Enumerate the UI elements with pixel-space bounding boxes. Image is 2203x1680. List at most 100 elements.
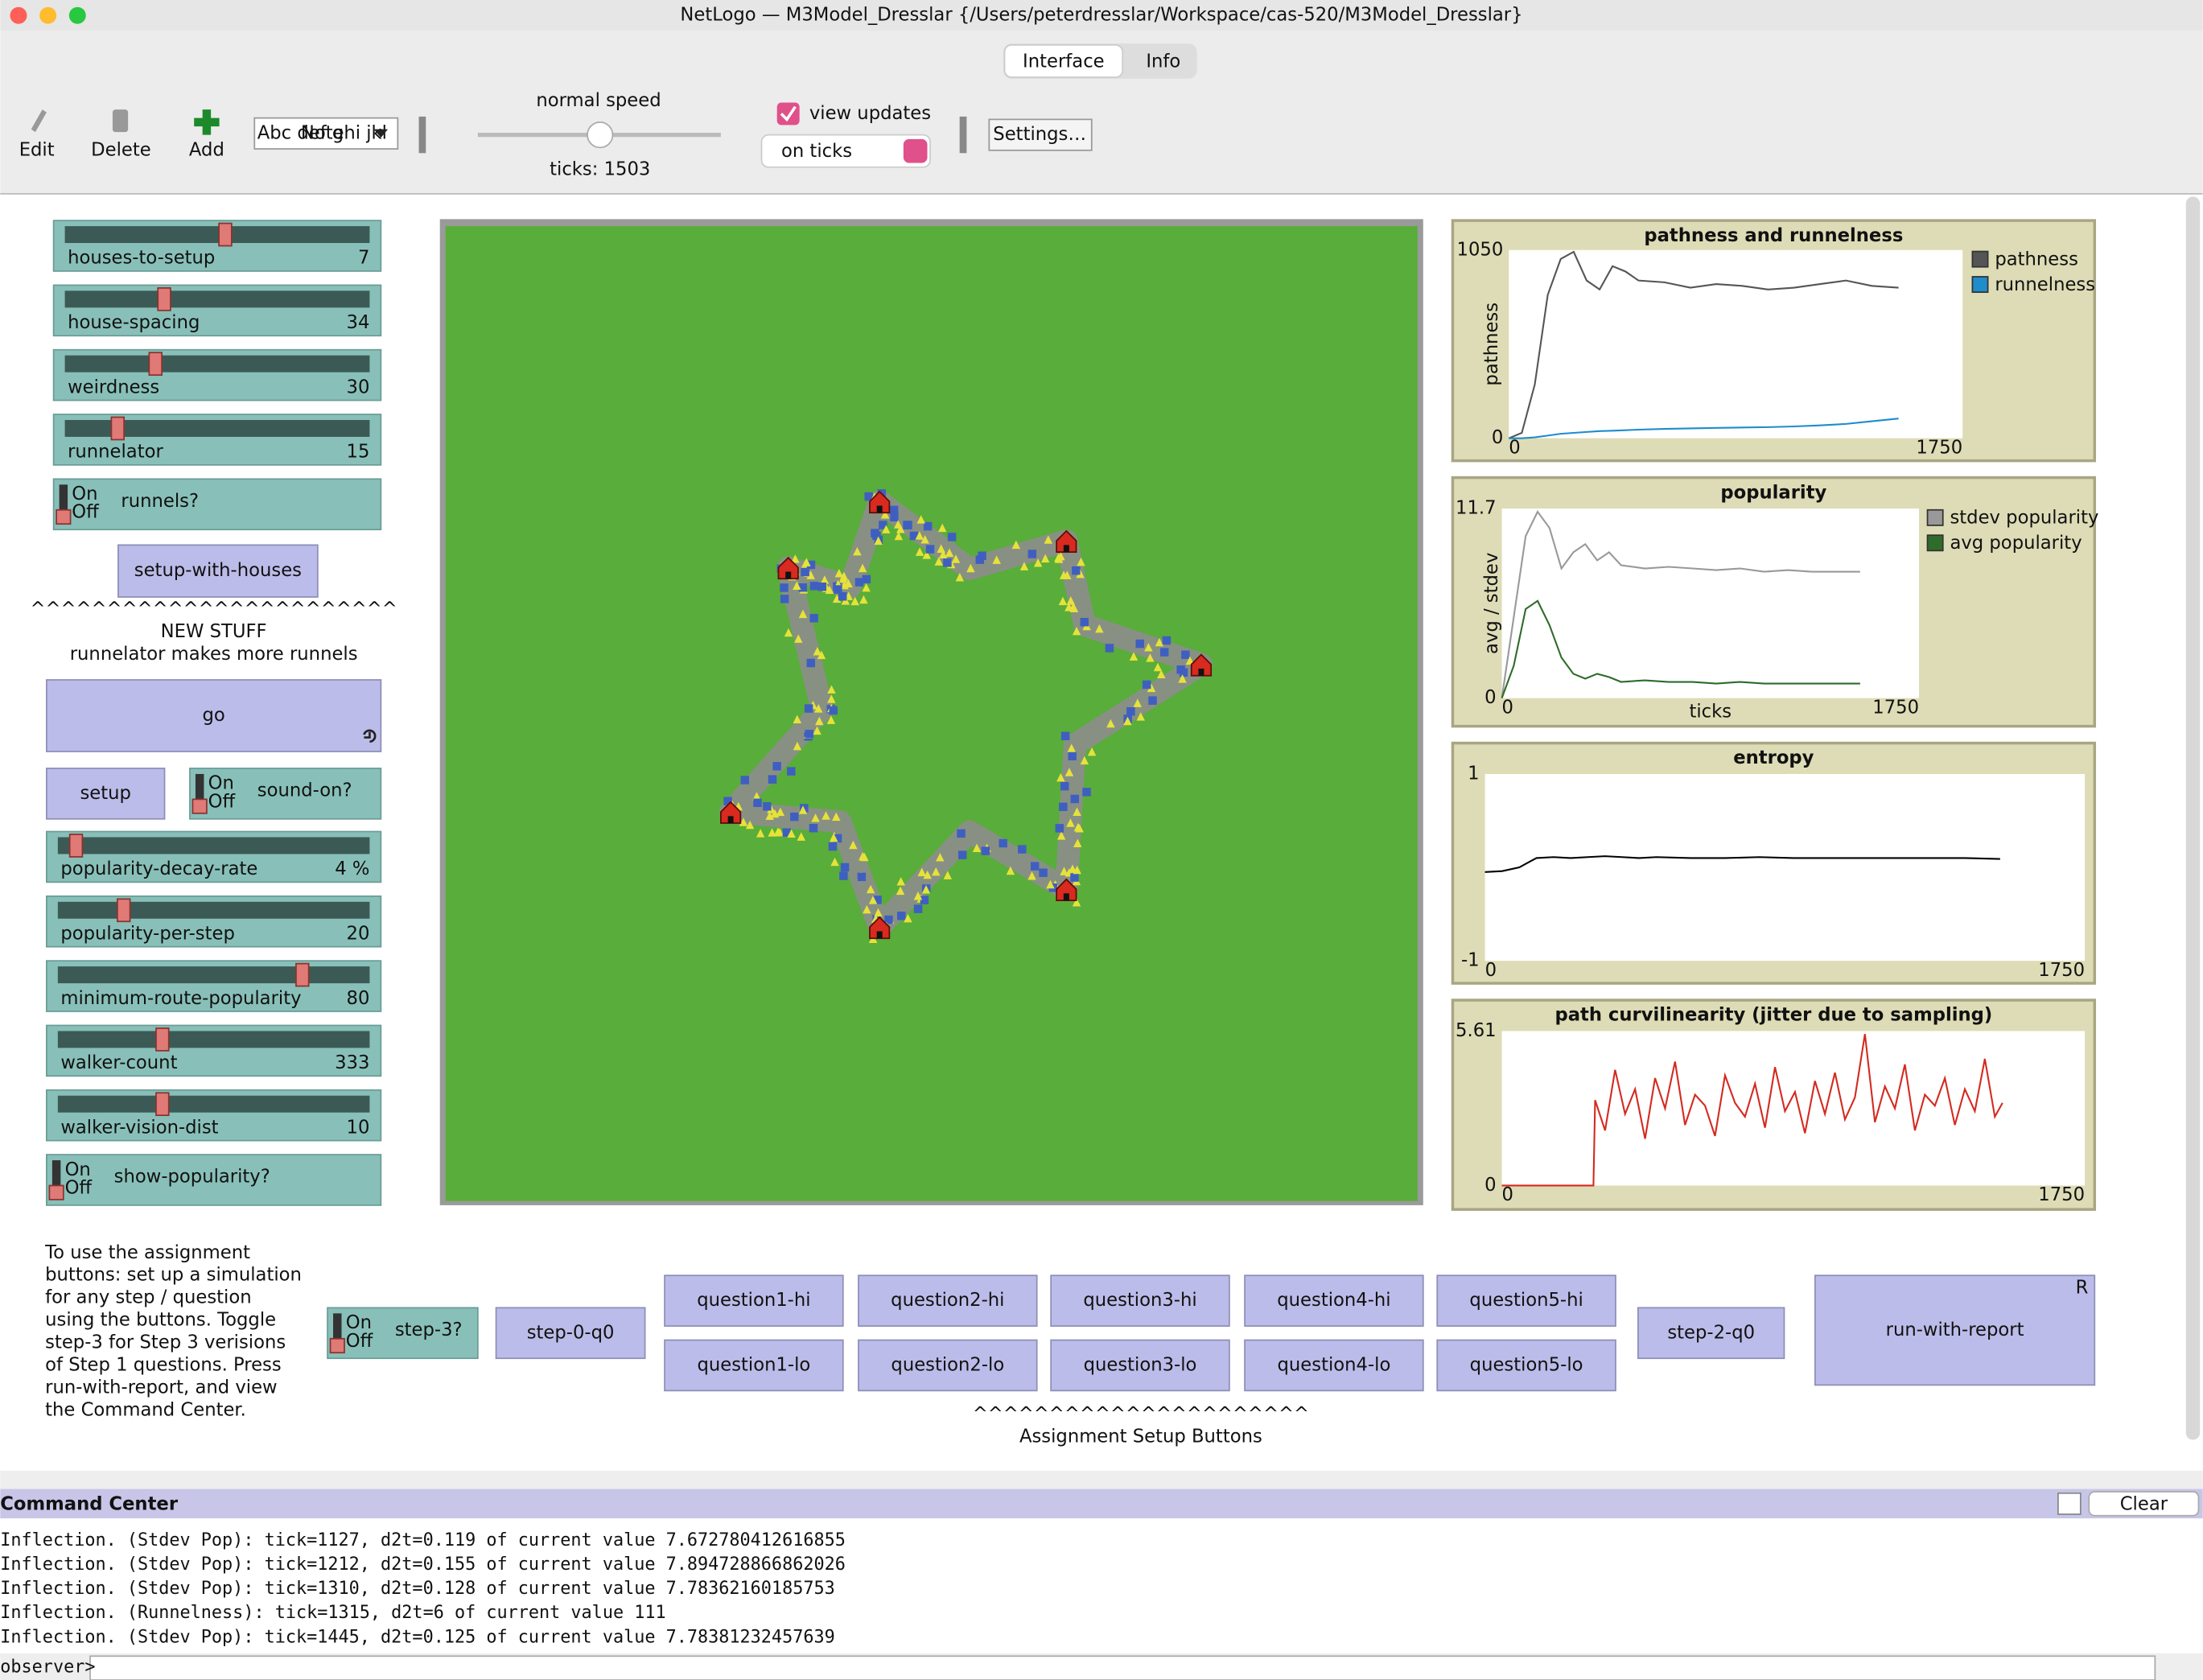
walker xyxy=(1080,756,1089,765)
y-tick-label: 5.61 xyxy=(1456,1020,1497,1041)
popular-patch xyxy=(1027,550,1037,558)
button[interactable] xyxy=(1244,1339,1424,1392)
popular-patch xyxy=(834,585,842,594)
walker xyxy=(1073,807,1081,816)
popular-patch xyxy=(1142,680,1151,690)
slider-handle[interactable] xyxy=(155,1027,170,1052)
button[interactable] xyxy=(858,1339,1038,1392)
divider[interactable] xyxy=(0,1470,2203,1489)
expand-button[interactable] xyxy=(2057,1492,2082,1515)
world-view[interactable] xyxy=(445,226,1418,1201)
clear-button[interactable] xyxy=(2088,1491,2200,1517)
slider-handle[interactable] xyxy=(155,1092,170,1117)
walker xyxy=(863,904,871,914)
button-label: question5-lo xyxy=(1470,1354,1583,1375)
button[interactable] xyxy=(1244,1274,1424,1327)
popular-patch xyxy=(1059,802,1068,812)
command-input[interactable] xyxy=(89,1655,2156,1680)
slider-handle[interactable] xyxy=(110,416,125,441)
slider-handle[interactable] xyxy=(117,898,131,923)
plot-line xyxy=(1508,250,1899,439)
slider-track xyxy=(64,420,370,437)
command-prompt: observer> xyxy=(0,1657,95,1677)
view-updates-checkbox[interactable] xyxy=(776,102,800,126)
widget-dropdown[interactable] xyxy=(253,117,399,150)
separator xyxy=(959,116,967,154)
walker xyxy=(813,704,823,713)
button-label: run-with-report xyxy=(1886,1320,2024,1340)
scrollbar[interactable] xyxy=(2185,196,2201,1440)
legend-label: runnelness xyxy=(1995,274,2095,295)
walker xyxy=(922,550,932,559)
button-label: question1-hi xyxy=(697,1290,810,1311)
button[interactable] xyxy=(495,1307,646,1360)
popular-patch xyxy=(782,828,792,837)
button[interactable] xyxy=(664,1274,844,1327)
button[interactable] xyxy=(858,1274,1038,1327)
walker xyxy=(793,714,802,723)
button[interactable] xyxy=(46,679,382,752)
window-title: NetLogo — M3Model_Dresslar {/Users/peter… xyxy=(680,5,1522,26)
button[interactable] xyxy=(1436,1274,1616,1327)
note-text: the Command Center. xyxy=(45,1399,246,1420)
tab-label: Info xyxy=(1146,51,1180,72)
walker xyxy=(904,913,912,923)
output-line: Inflection. (Stdev Pop): tick=1212, d2t=… xyxy=(0,1554,846,1575)
slider-track xyxy=(64,290,370,308)
popular-patch xyxy=(1072,566,1081,575)
tab-interface[interactable] xyxy=(1003,43,1124,78)
settings-button[interactable] xyxy=(988,118,1093,151)
button[interactable] xyxy=(1050,1274,1230,1327)
note-text: ^^^^^^^^^^^^^^^^^^^^^^^^ xyxy=(31,599,397,620)
slider-handle[interactable] xyxy=(68,834,84,858)
button[interactable] xyxy=(46,768,166,820)
walker xyxy=(1066,818,1075,827)
walker xyxy=(1147,683,1156,693)
y-axis-label: pathness xyxy=(1481,303,1502,386)
switch[interactable] xyxy=(189,768,382,820)
button[interactable] xyxy=(1814,1274,2096,1386)
switch[interactable] xyxy=(52,478,382,531)
slider-handle[interactable] xyxy=(218,222,233,247)
slider-handle[interactable] xyxy=(157,287,171,311)
button[interactable] xyxy=(1436,1339,1616,1392)
popular-patch xyxy=(864,492,873,501)
walker xyxy=(1064,768,1074,776)
house-door xyxy=(1063,893,1069,901)
switch[interactable] xyxy=(46,1154,382,1206)
y-axis-label: avg / stdev xyxy=(1481,553,1502,654)
command-output xyxy=(0,1518,2203,1653)
minimize-button[interactable] xyxy=(39,6,57,24)
slider-handle[interactable] xyxy=(295,962,310,987)
walker xyxy=(1185,656,1195,665)
switch[interactable] xyxy=(327,1307,479,1360)
legend-label: pathness xyxy=(1995,249,2078,270)
settings-label: Settings… xyxy=(993,124,1086,145)
speed-knob[interactable] xyxy=(587,121,614,149)
popular-patch xyxy=(780,595,789,603)
button[interactable] xyxy=(117,544,319,598)
popular-patch xyxy=(804,704,813,713)
walker xyxy=(770,809,780,818)
walker xyxy=(834,569,844,578)
slider-value: 30 xyxy=(347,377,370,397)
slider-handle[interactable] xyxy=(148,352,163,377)
popular-patch xyxy=(947,533,957,541)
button[interactable] xyxy=(1637,1307,1785,1360)
dropdown-arrow xyxy=(373,129,389,138)
note-text: buttons: set up a simulation xyxy=(45,1265,302,1286)
popular-patch xyxy=(1039,868,1048,877)
house xyxy=(1190,653,1213,677)
button[interactable] xyxy=(664,1339,844,1392)
update-mode-dropdown[interactable] xyxy=(760,134,931,168)
y-tick-label: 11.7 xyxy=(1456,497,1497,518)
zoom-button[interactable] xyxy=(68,6,86,24)
slider-value: 15 xyxy=(347,442,370,463)
house xyxy=(1056,878,1077,901)
button[interactable] xyxy=(1050,1339,1230,1392)
close-button[interactable] xyxy=(10,6,27,24)
y-tick-label: 0 xyxy=(1484,1175,1496,1196)
popular-patch xyxy=(1055,824,1064,833)
slider-track xyxy=(57,901,370,919)
button-label: question4-lo xyxy=(1278,1354,1391,1375)
